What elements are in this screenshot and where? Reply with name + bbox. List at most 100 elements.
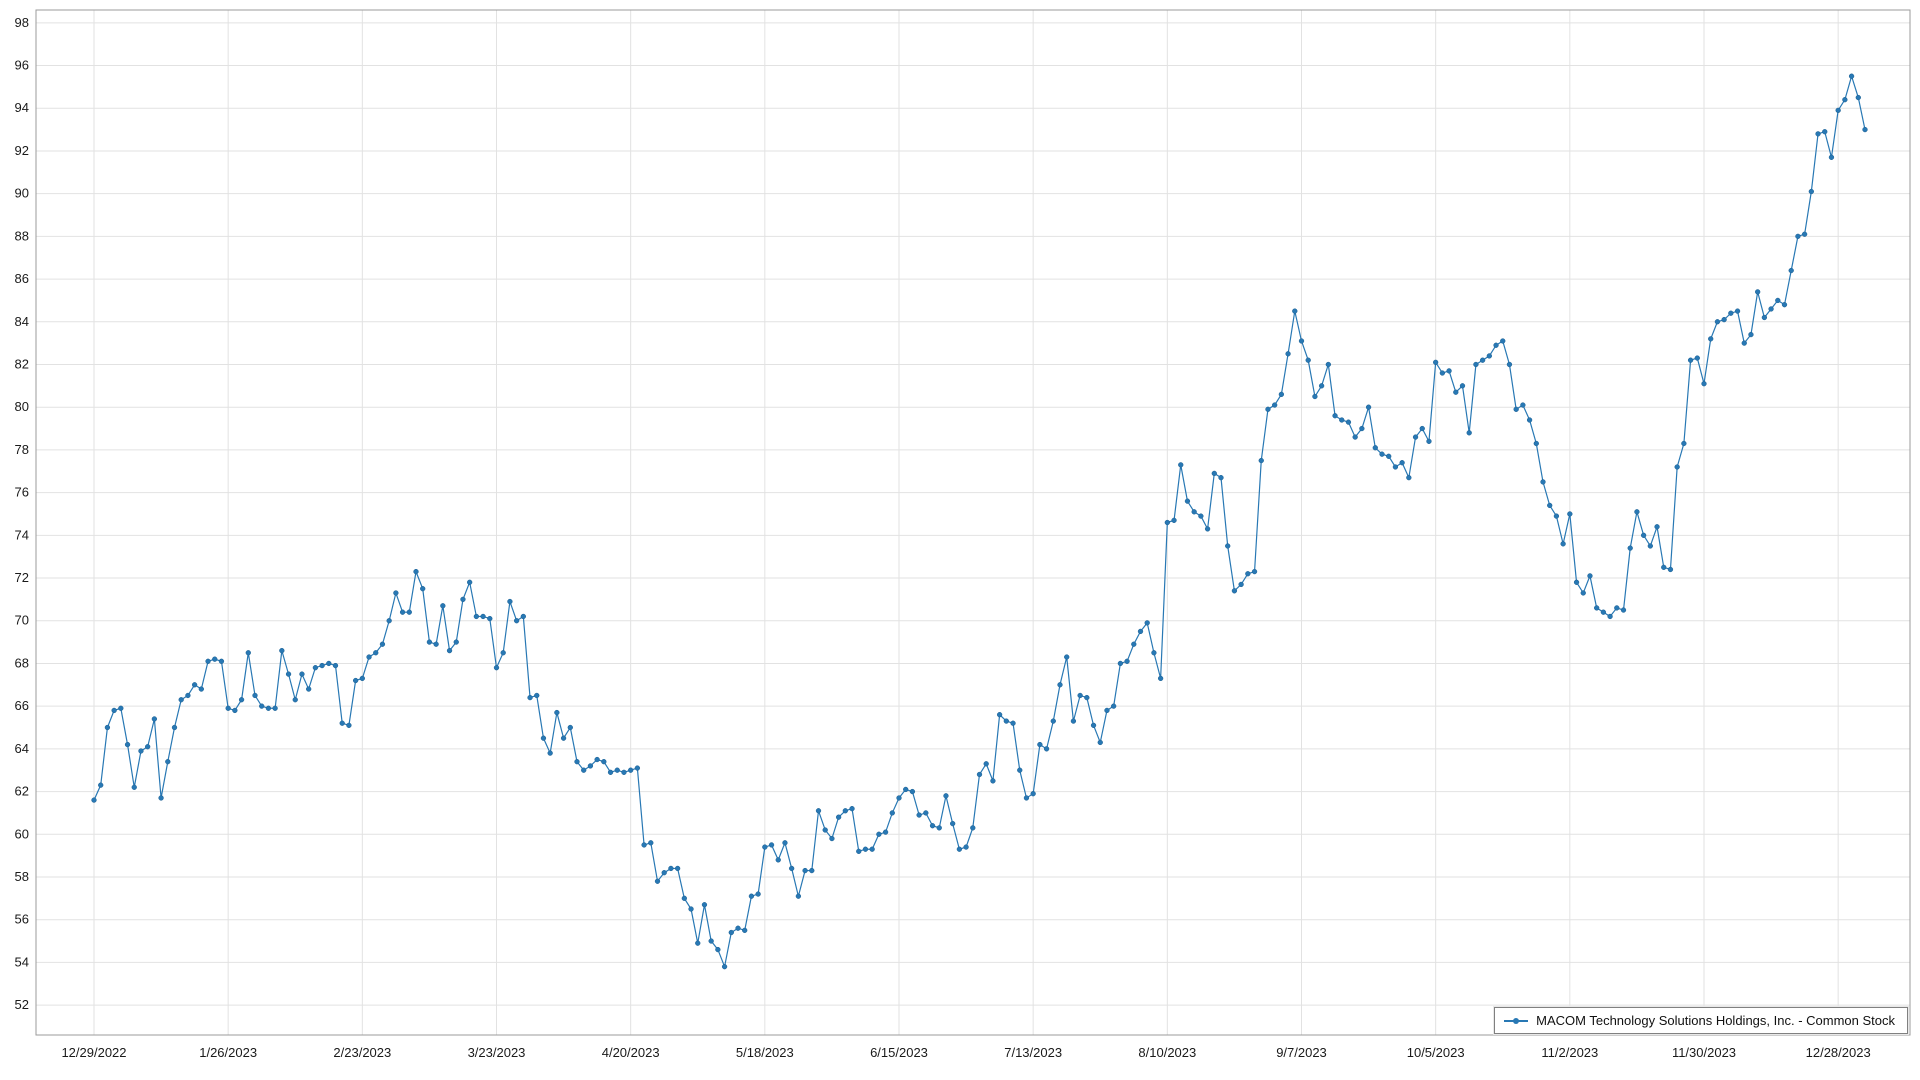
y-tick-label: 88	[15, 228, 29, 243]
data-point	[520, 613, 526, 620]
data-point	[1030, 791, 1036, 797]
data-point	[1741, 340, 1747, 346]
data-point	[869, 846, 875, 852]
data-point	[909, 788, 916, 795]
data-point	[876, 831, 882, 837]
data-point	[1359, 425, 1365, 432]
data-point	[198, 686, 204, 692]
data-point	[1298, 338, 1305, 344]
data-point	[554, 709, 560, 716]
data-point	[299, 671, 305, 677]
data-point	[976, 771, 983, 778]
data-point	[1768, 306, 1774, 312]
data-point	[674, 865, 681, 872]
data-point	[1594, 605, 1600, 611]
data-point	[742, 927, 748, 934]
data-point	[493, 665, 500, 671]
y-tick-label: 74	[15, 527, 29, 542]
data-point	[1862, 126, 1868, 133]
x-tick-label: 11/30/2023	[1672, 1045, 1736, 1060]
data-point	[191, 682, 198, 688]
data-point	[1513, 406, 1519, 412]
data-point	[1305, 357, 1311, 363]
data-point	[1553, 513, 1560, 519]
data-point	[306, 686, 312, 692]
data-point	[950, 820, 956, 827]
data-point	[500, 650, 506, 656]
data-point	[232, 707, 238, 714]
data-point	[1755, 289, 1761, 295]
y-tick-label: 76	[15, 485, 29, 500]
data-point	[1077, 692, 1083, 699]
x-tick-label: 3/23/2023	[468, 1045, 526, 1060]
data-point	[1855, 94, 1861, 101]
data-point	[1620, 607, 1627, 613]
data-point	[1526, 417, 1533, 423]
data-point	[983, 761, 989, 767]
data-point	[1285, 351, 1291, 357]
data-point	[1419, 425, 1425, 432]
data-point	[399, 609, 406, 615]
y-tick-label: 54	[15, 954, 29, 969]
data-point	[138, 748, 144, 754]
data-point	[460, 596, 466, 603]
data-point	[889, 810, 895, 816]
data-point	[352, 677, 359, 684]
data-point	[1097, 739, 1103, 746]
data-point	[1278, 391, 1285, 398]
data-point	[1573, 579, 1580, 585]
data-point	[480, 613, 486, 620]
y-tick-label: 92	[15, 143, 29, 158]
data-point	[668, 865, 674, 872]
data-point	[91, 797, 97, 803]
data-point	[453, 639, 459, 645]
data-point	[1352, 434, 1358, 440]
price-line	[93, 74, 1866, 969]
x-tick-label: 9/7/2023	[1276, 1045, 1327, 1060]
data-point	[252, 692, 258, 699]
data-point	[970, 825, 976, 831]
data-point	[755, 891, 761, 897]
data-point	[1017, 767, 1023, 773]
data-point	[1687, 357, 1694, 363]
data-point	[681, 895, 687, 901]
data-point	[346, 722, 352, 729]
data-point	[1318, 383, 1325, 389]
y-tick-label: 90	[15, 186, 29, 201]
x-tick-label: 11/2/2023	[1541, 1045, 1598, 1060]
y-tick-label: 82	[15, 356, 29, 371]
data-point	[1540, 479, 1546, 485]
data-point	[332, 662, 339, 669]
data-point	[373, 650, 379, 656]
data-point	[1708, 336, 1714, 342]
y-tick-label: 78	[15, 442, 29, 457]
legend-line-icon	[1504, 1017, 1529, 1024]
data-point	[594, 756, 600, 763]
data-point	[856, 848, 862, 855]
data-point	[124, 741, 131, 748]
data-point	[446, 647, 453, 654]
data-point	[1533, 440, 1539, 447]
data-point	[366, 654, 372, 660]
x-tick-label: 6/15/2023	[870, 1045, 928, 1060]
data-point	[1614, 605, 1620, 611]
data-point	[1714, 319, 1721, 325]
data-point	[809, 867, 815, 874]
data-point	[621, 769, 627, 775]
data-point	[1459, 383, 1466, 389]
data-point	[1567, 511, 1573, 517]
data-point	[990, 778, 996, 784]
data-point	[1500, 338, 1506, 344]
data-point	[587, 763, 594, 769]
data-point	[473, 613, 480, 620]
data-point	[285, 671, 292, 677]
data-point	[238, 697, 245, 703]
data-point	[440, 603, 446, 609]
data-point	[1191, 509, 1197, 515]
data-point	[1828, 154, 1835, 160]
y-tick-label: 66	[15, 698, 29, 713]
data-point	[1479, 357, 1486, 363]
data-point	[131, 784, 137, 790]
data-point	[1365, 404, 1372, 410]
